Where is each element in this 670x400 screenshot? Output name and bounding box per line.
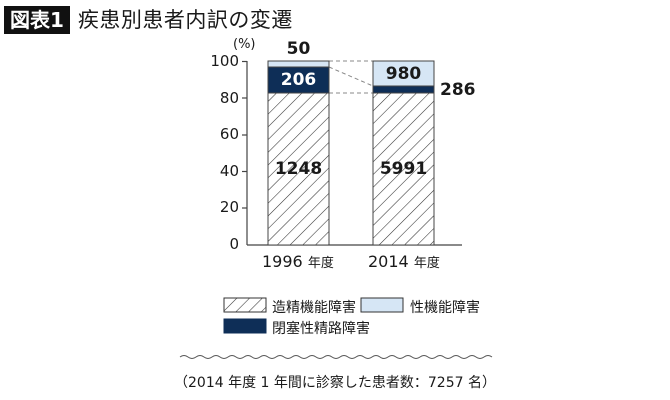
y-tick-0: 0 <box>229 235 239 253</box>
y-tick-40: 40 <box>219 162 239 180</box>
x-label-2014: 2014 年度 <box>368 252 440 271</box>
label-1996-sexual: 50 <box>286 39 311 59</box>
y-axis-unit: (%) <box>233 37 256 52</box>
y-tick-80: 80 <box>219 89 239 107</box>
legend-spermatogenic: 造精機能障害 <box>272 300 356 316</box>
y-tick-100: 100 <box>210 52 239 70</box>
footnote: （2014 年度 1 年間に診察した患者数：7257 名） <box>174 375 496 391</box>
x-label-1996: 1996 年度 <box>262 252 334 271</box>
figure-label: 図表1 <box>4 6 70 34</box>
label-1996-spermatogenic: 1248 <box>274 159 323 179</box>
legend-sexual: 性機能障害 <box>410 300 480 316</box>
label-2014-spermatogenic: 5991 <box>379 159 428 179</box>
label-1996-obstructive: 206 <box>280 70 317 90</box>
y-tick-20: 20 <box>219 198 239 216</box>
label-2014-sexual: 980 <box>385 64 422 84</box>
label-2014-obstructive: 286 <box>440 80 476 100</box>
bar-1996 <box>267 60 330 246</box>
chart-title: 疾患別患者内訳の変遷 <box>77 8 293 32</box>
y-tick-60: 60 <box>219 125 239 143</box>
figure-header: 図表1 疾患別患者内訳の変遷 <box>4 6 293 34</box>
legend-obstructive: 閉塞性精路障害 <box>272 321 370 337</box>
bar-2014 <box>372 60 435 246</box>
